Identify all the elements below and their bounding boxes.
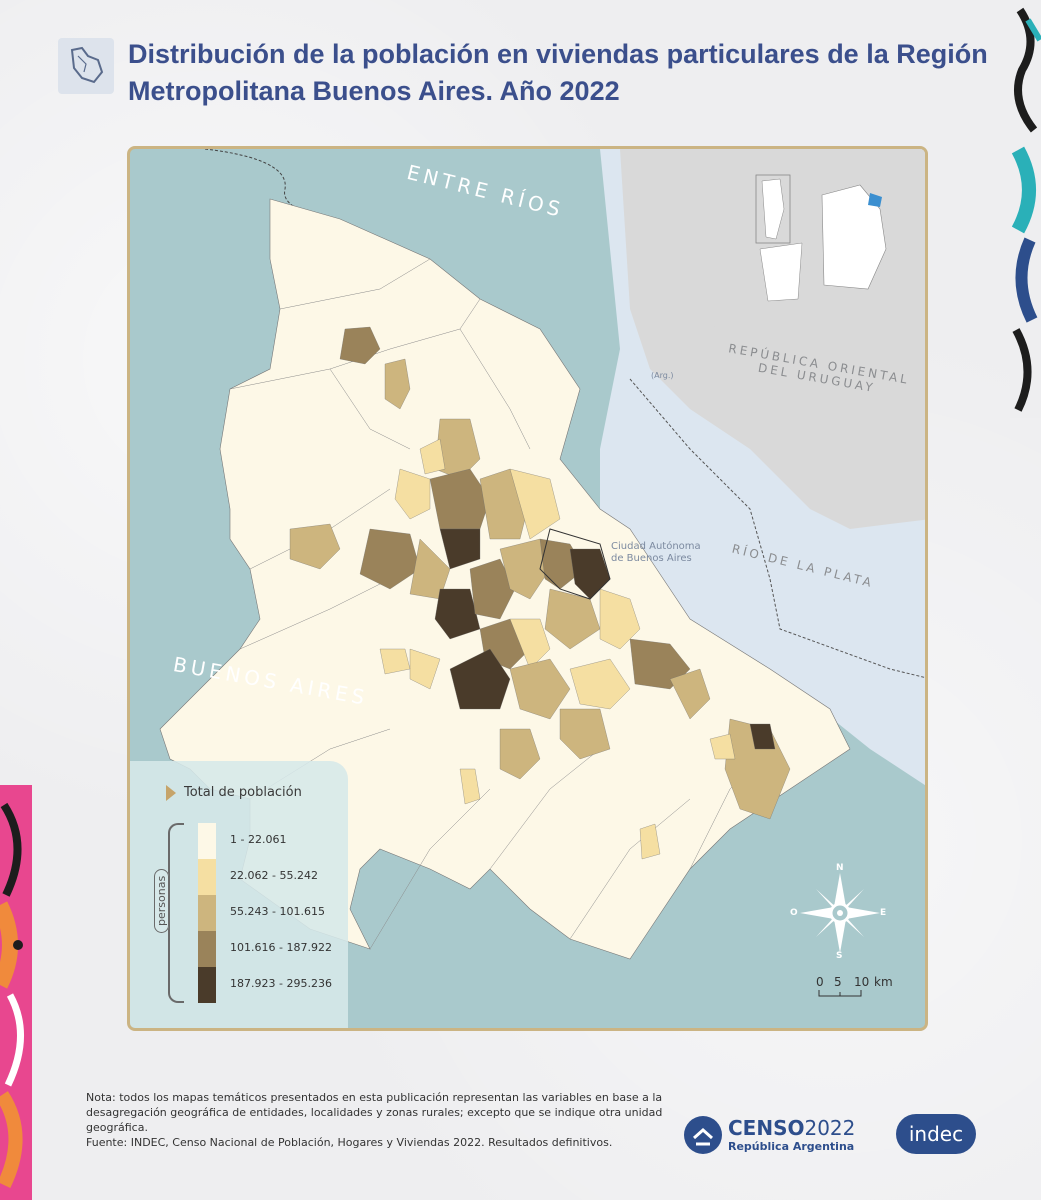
compass-north: N (836, 863, 844, 873)
decorative-pattern-left (0, 785, 32, 1200)
legend-bracket (168, 823, 184, 1003)
legend: Total de población personas 1 - 22.061 2… (130, 761, 348, 1028)
label-arg: (Arg.) (651, 371, 674, 380)
censo-title: CENSO2022 (728, 1116, 856, 1140)
scale-line (818, 990, 862, 997)
border-line-river (629, 378, 925, 679)
compass-east: E (880, 908, 887, 918)
page-title: Distribución de la población en vivienda… (128, 39, 988, 106)
border-line (204, 149, 331, 220)
scale-tick-5: 5 (834, 975, 842, 989)
footnote: Nota: todos los mapas temáticos presenta… (86, 1091, 663, 1149)
compass-west: O (790, 908, 798, 918)
label-caba: Ciudad Autónoma de Buenos Aires (611, 541, 701, 564)
map-frame[interactable]: ENTRE RÍOS BUENOS AIRES REPÚBLICA ORIENT… (127, 146, 928, 1031)
legend-swatch (198, 895, 216, 931)
compass-rose: N S E O (790, 863, 890, 963)
legend-swatch (198, 967, 216, 1003)
censo-mark-icon (684, 1116, 722, 1154)
scale-tick-0: 0 (816, 975, 824, 989)
legend-label: 101.616 - 187.922 (230, 941, 332, 954)
scale-tick-10: 10 (854, 975, 870, 989)
scale-unit: km (874, 975, 893, 989)
censo-2022-logo: CENSO2022 República Argentina (684, 1114, 860, 1158)
caba-outline (539, 528, 611, 600)
legend-swatch (198, 931, 216, 967)
compass-south: S (836, 951, 843, 961)
legend-label: 187.923 - 295.236 (230, 977, 332, 990)
legend-swatch (198, 859, 216, 895)
legend-label: 55.243 - 101.615 (230, 905, 325, 918)
locator-inset (710, 149, 925, 329)
legend-swatch (198, 823, 216, 859)
legend-label: 22.062 - 55.242 (230, 869, 318, 882)
population-patches (289, 326, 791, 860)
compass-icon (800, 873, 880, 953)
legend-arrow-icon (166, 785, 176, 801)
scale-bar: 0 5 10 km (816, 975, 896, 999)
legend-title: Total de población (184, 785, 302, 800)
legend-unit: personas (138, 868, 186, 933)
decorative-pattern-right (1010, 0, 1041, 418)
legend-label: 1 - 22.061 (230, 833, 287, 846)
region-map-icon (58, 38, 114, 94)
indec-logo: indec (896, 1114, 976, 1154)
censo-subtitle: República Argentina (728, 1140, 855, 1153)
